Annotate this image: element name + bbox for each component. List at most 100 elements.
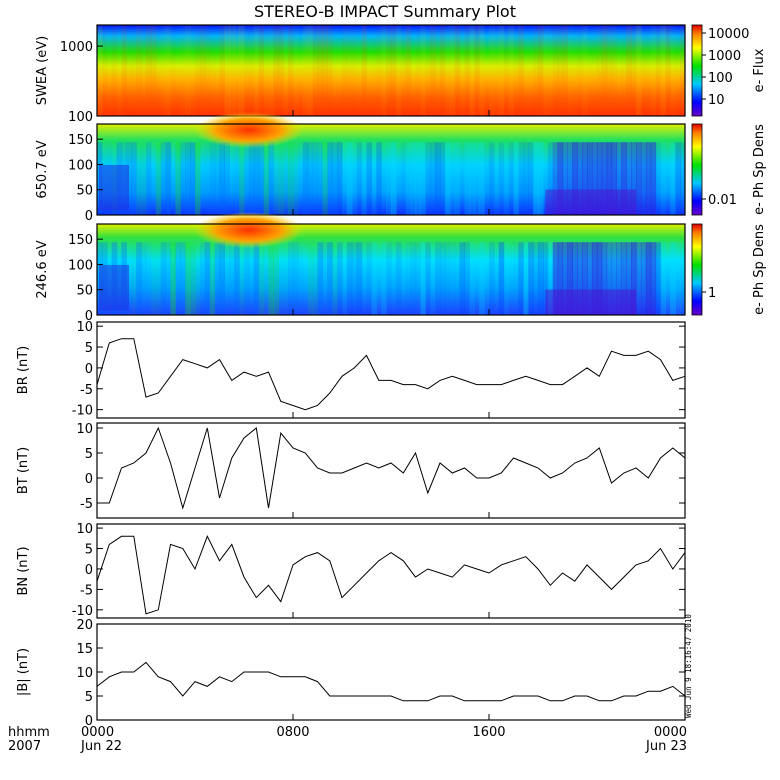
spectrogram-cell — [381, 242, 387, 315]
spectrogram-cell — [391, 25, 397, 116]
spectrogram-cell — [547, 142, 554, 215]
spectrogram-cell — [312, 142, 319, 215]
spectrogram-cell — [665, 142, 671, 215]
spectrogram-cell — [160, 142, 167, 215]
spectrogram-cell — [660, 142, 666, 215]
spectrogram-cell — [425, 25, 431, 116]
spectrogram-cell — [665, 242, 671, 315]
spectrogram-cell — [572, 25, 578, 116]
spectrogram-cell — [386, 242, 392, 315]
panel-frame — [96, 523, 686, 619]
spectrogram-cell — [660, 25, 666, 116]
spectrogram-cell — [322, 242, 328, 315]
spectrogram-cell — [263, 25, 270, 116]
spectrogram-cell — [302, 25, 309, 116]
spectrogram-cell — [356, 142, 363, 215]
y-tick-label: -10 — [72, 404, 93, 419]
spectrogram-cell — [371, 25, 377, 116]
spectrogram-cell — [636, 142, 642, 215]
spectrogram-cell — [195, 242, 201, 315]
spectrogram-cell — [200, 142, 206, 215]
colorbar-tick-label: 10 — [708, 93, 725, 108]
spectrogram-cell — [171, 25, 177, 116]
spectrogram-cell — [171, 142, 177, 215]
spectrogram-cell — [199, 25, 206, 116]
spectrogram-cell — [214, 142, 221, 215]
spectrogram-cell — [616, 25, 622, 116]
spectrogram-cell — [430, 25, 436, 116]
spectrogram-cell — [263, 142, 270, 215]
spectrogram-cell — [567, 25, 573, 116]
spectrogram-cell — [175, 242, 181, 315]
spectrogram-cell — [376, 25, 382, 116]
spectrogram-cell — [621, 25, 627, 116]
spectrogram-cell — [346, 242, 353, 315]
low-region — [99, 164, 129, 211]
spectrogram-cell — [626, 25, 632, 116]
spectrogram-cell — [509, 242, 514, 315]
spectrogram-cell — [405, 142, 412, 215]
y-tick-label: 10 — [76, 522, 93, 537]
spectrogram-cell — [582, 142, 588, 215]
spectrogram-cell — [425, 142, 431, 215]
panel-frame — [96, 123, 686, 216]
spectrogram-cell — [204, 242, 211, 315]
spectrogram-cell — [484, 242, 490, 315]
y-axis-label: 650.7 eV — [35, 140, 50, 198]
spectrogram-cell — [464, 242, 470, 315]
y-axis-label: 246.6 eV — [35, 240, 50, 298]
y-tick-label: -10 — [72, 604, 93, 619]
spectrogram-cell — [190, 242, 196, 315]
spectrogram-cell — [596, 142, 603, 215]
spectrogram-cell — [616, 142, 622, 215]
spectrogram-cell — [332, 25, 338, 116]
spectrogram-cell — [248, 25, 255, 116]
spectrogram-cell — [533, 142, 539, 215]
spectrogram-cell — [391, 242, 397, 315]
spectrogram-cell — [513, 142, 519, 215]
spectrogram-cell — [640, 142, 647, 215]
y-tick-label: 100 — [68, 258, 93, 273]
spectrogram-cell — [136, 25, 142, 116]
spectrogram-cell — [464, 25, 470, 116]
spectrogram-cell — [185, 142, 191, 215]
spectrogram-cell — [395, 242, 402, 315]
spectrogram-cell — [606, 25, 613, 116]
spectrogram-cell — [577, 242, 583, 315]
spectrogram-cell — [111, 25, 118, 116]
spectrogram-cell — [587, 142, 593, 215]
spectrogram-cell — [258, 25, 265, 116]
spectrogram-cell — [209, 242, 216, 315]
y-tick-label: 1000 — [60, 40, 93, 55]
spectrogram-cell — [474, 142, 480, 215]
spectrogram-cell — [234, 142, 240, 215]
spectrogram-cell — [430, 142, 436, 215]
spectrogram-cell — [180, 142, 186, 215]
spectrogram-cell — [479, 25, 485, 116]
spectrogram-cell — [322, 142, 328, 215]
y-tick-label: 5 — [85, 341, 93, 356]
spectrogram-cell — [155, 142, 162, 215]
y-tick-label: 50 — [76, 184, 93, 199]
spectrogram-cell — [562, 242, 568, 315]
y-tick-label: 100 — [68, 110, 93, 125]
spectrogram-cell — [675, 142, 681, 215]
spectrogram-cell — [626, 142, 632, 215]
spectrogram-cell — [484, 142, 490, 215]
timestamp-stamp: Wed Jun 9 18:16:47 2010 — [684, 614, 693, 718]
spectrogram-cell — [219, 25, 225, 116]
spectrogram-cell — [97, 25, 103, 116]
spectrogram-cell — [253, 142, 260, 215]
spectrogram-cell — [332, 242, 338, 315]
spectrogram-cell — [361, 25, 368, 116]
spectrogram-cell — [219, 242, 225, 315]
spectrogram-cell — [288, 25, 294, 116]
spectrogram-cell — [645, 242, 652, 315]
spectrogram-cell — [248, 142, 255, 215]
spectrogram-cell — [454, 142, 461, 215]
spectrogram-cell — [131, 25, 137, 116]
spectrogram-cell — [592, 25, 598, 116]
spectrogram-cell — [444, 242, 451, 315]
spectrogram-cell — [239, 242, 245, 315]
spectrogram-cell — [288, 142, 294, 215]
